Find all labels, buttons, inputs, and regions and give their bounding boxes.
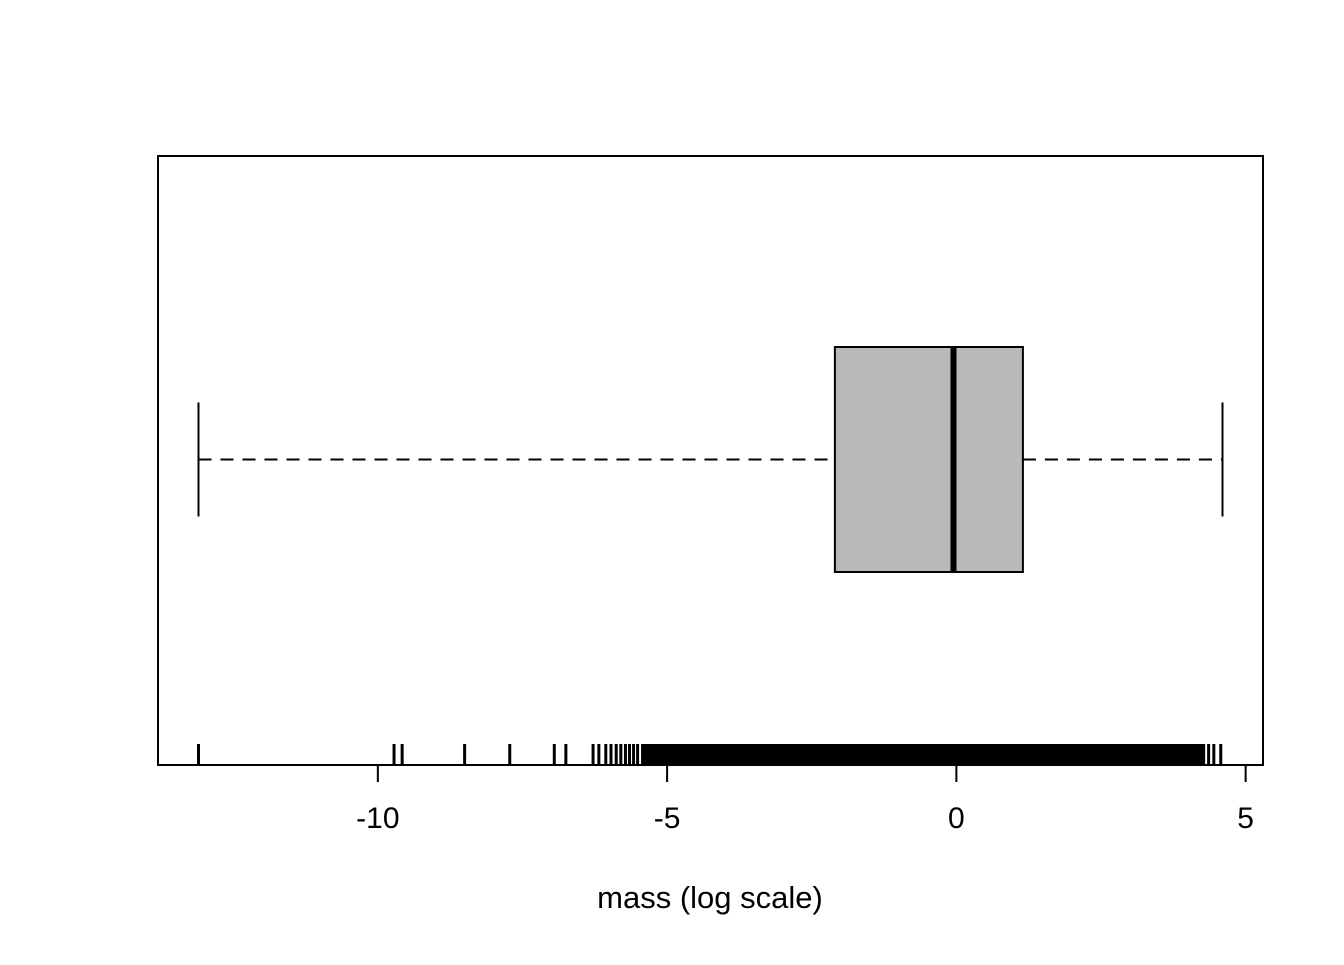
plot-border (157, 155, 1264, 766)
x-tick-label: -5 (654, 802, 681, 835)
whisker-lines (197, 402, 1224, 517)
x-tick-label: 0 (948, 802, 965, 835)
rug-ticks (196, 744, 1223, 764)
x-axis-title: mass (log scale) (597, 880, 823, 915)
x-tick-label: -10 (356, 802, 399, 835)
x-axis: -10 -5 0 5 (356, 765, 1254, 835)
iqr-box (833, 346, 1024, 573)
box-and-median (833, 346, 1024, 573)
x-tick-label: 5 (1237, 802, 1254, 835)
rug-dense-band (641, 744, 1206, 764)
